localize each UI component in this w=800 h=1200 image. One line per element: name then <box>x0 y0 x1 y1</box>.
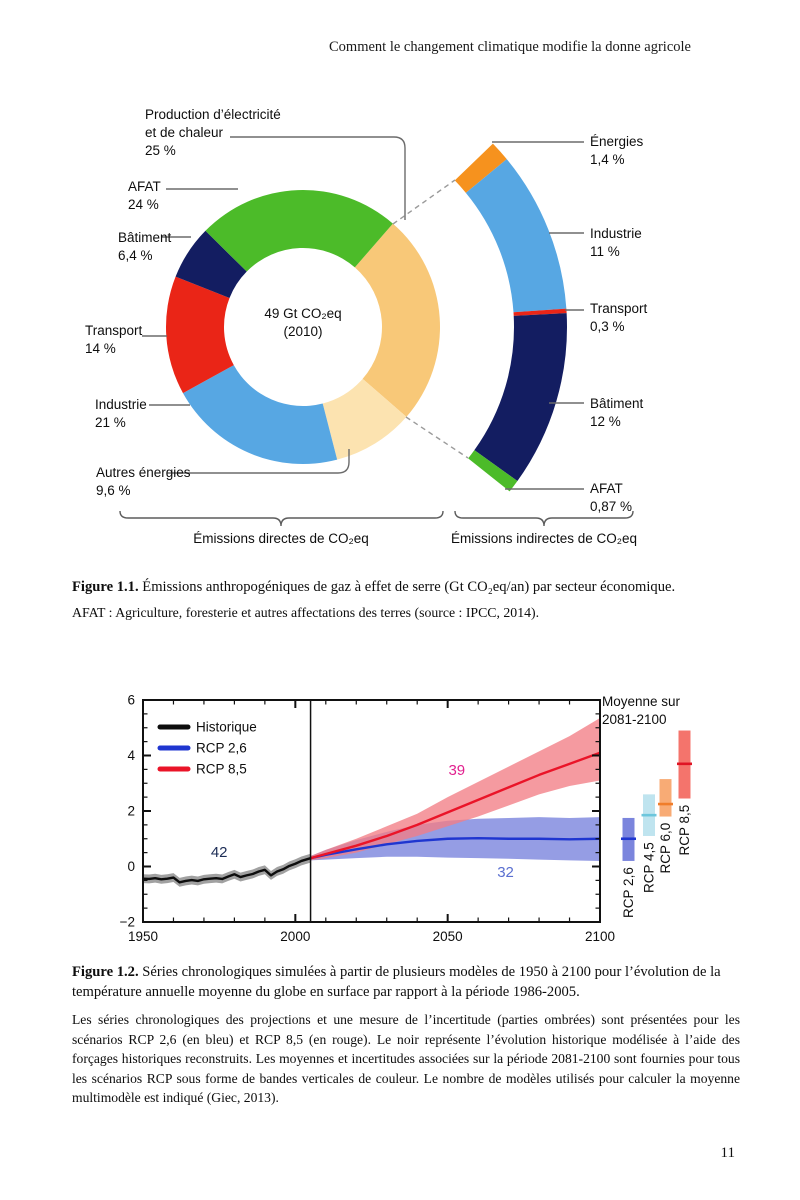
donut-label-transport: Transport 14 % <box>85 323 143 356</box>
dashed-connectors <box>392 179 469 459</box>
mean-2081-2100-bars: RCP 2,6 RCP 4,5 RCP 6,0 RCP 8,5 <box>621 730 692 918</box>
figure2-caption-paragraph: Les séries chronologiques des projection… <box>72 1012 740 1105</box>
figure1-caption-number: Figure 1.1. <box>72 579 139 595</box>
line-RCP-8-5 <box>310 751 601 860</box>
arc-label-afat: AFAT 0,87 % <box>590 481 633 514</box>
arc-label-batiment: Bâtiment 12 % <box>590 396 644 429</box>
svg-text:−2: −2 <box>120 915 135 930</box>
line-Historique <box>142 857 311 884</box>
svg-text:0: 0 <box>127 859 135 874</box>
direct-emissions-label: Émissions directes de CO₂eq <box>193 531 369 546</box>
donut-slice-afat <box>205 190 393 272</box>
arc-segment-transport2 <box>513 308 567 316</box>
donut-slice-batiment <box>175 230 247 298</box>
figure2-caption: Figure 1.2. Séries chronologiques simulé… <box>72 962 740 1002</box>
pointer-autres-energies <box>167 449 350 474</box>
dashed-connector-bottom <box>405 416 469 459</box>
arc-segment-energies <box>454 143 507 193</box>
bar-label-RCP-6-0: RCP 6,0 <box>658 823 673 874</box>
axis-tick-labels: 1950 2000 2050 2100 −2 0 2 4 6 <box>120 693 615 945</box>
donut-slice-transport <box>166 276 234 394</box>
svg-text:1950: 1950 <box>128 929 158 944</box>
figure1-caption-note: AFAT : Agriculture, foresterie et autres… <box>72 605 540 620</box>
annotation-42: 42 <box>211 844 228 861</box>
bar-label-RCP-8-5: RCP 8,5 <box>677 805 692 856</box>
donut-total-value: 49 Gt CO₂eq <box>264 306 342 321</box>
dashed-connector-top <box>392 179 456 225</box>
svg-text:2000: 2000 <box>280 929 310 944</box>
donut-label-batiment: Bâtiment 6,4 % <box>118 230 172 263</box>
indirect-emissions-label: Émissions indirectes de CO₂eq <box>450 531 638 546</box>
running-header: Comment le changement climatique modifie… <box>329 39 691 55</box>
bar-label-RCP-2-6: RCP 2,6 <box>621 867 636 918</box>
bar-RCP-6-0 <box>659 779 672 817</box>
donut-label-industrie: Industrie 21 % <box>95 397 147 430</box>
svg-text:2100: 2100 <box>585 929 615 944</box>
svg-text:2: 2 <box>127 804 135 819</box>
band-Historique <box>143 853 311 887</box>
arc-segment-batiment2 <box>474 313 567 482</box>
legend-label-1: RCP 2,6 <box>196 741 247 756</box>
arc-label-transport: Transport 0,3 % <box>590 301 648 334</box>
donut-total-year: (2010) <box>283 324 323 339</box>
arc-segment-afat2 <box>468 450 518 492</box>
svg-text:4: 4 <box>127 748 135 763</box>
arc-segment-industrie2 <box>465 159 567 313</box>
donut-label-afat: AFAT 24 % <box>128 179 161 212</box>
indirect-emissions-brace <box>454 510 634 527</box>
band-RCP-8-5 <box>310 718 600 861</box>
donut-slice-autres-energies <box>322 378 407 460</box>
direct-emissions-brace <box>119 510 444 527</box>
arc-label-energies: Énergies 1,4 % <box>590 134 644 167</box>
figure2-caption-text: Séries chronologiques simulées à partir … <box>72 964 721 1000</box>
donut-center-value: 49 Gt CO₂eq (2010) <box>223 305 383 341</box>
bar-label-RCP-4-5: RCP 4,5 <box>642 842 657 893</box>
donut-label-production: Production d’électricité et de chaleur 2… <box>145 107 281 158</box>
arc-label-industrie: Industrie 11 % <box>590 226 642 259</box>
pointer-production <box>230 136 406 220</box>
right-panel-title: Moyenne sur 2081-2100 <box>602 694 681 727</box>
donut-slice-industrie <box>182 365 338 464</box>
annotation-32: 32 <box>497 864 514 881</box>
figure1-caption: Figure 1.1. Émissions anthropogéniques d… <box>72 577 740 597</box>
svg-text:6: 6 <box>127 693 135 708</box>
sector-donut-figure <box>119 136 634 527</box>
legend-label-0: Historique <box>196 720 257 735</box>
label-pointer-lines <box>142 136 584 490</box>
axis-ticks <box>142 699 601 923</box>
annotation-39: 39 <box>448 762 465 779</box>
svg-text:2050: 2050 <box>433 929 463 944</box>
donut-slice-production <box>354 223 441 417</box>
braces <box>119 510 634 527</box>
plot-lines <box>142 751 601 884</box>
line-RCP-2-6 <box>310 836 601 860</box>
figure2-caption-number: Figure 1.2. <box>72 964 139 980</box>
legend-label-2: RCP 8,5 <box>196 762 247 777</box>
page-number: 11 <box>720 1145 735 1161</box>
figure1-caption-text: Émissions anthropogéniques de gaz à effe… <box>138 579 676 595</box>
donut-label-autres-energies: Autres énergies 9,6 % <box>96 465 191 498</box>
legend: Historique RCP 2,6 RCP 8,5 <box>157 720 257 777</box>
